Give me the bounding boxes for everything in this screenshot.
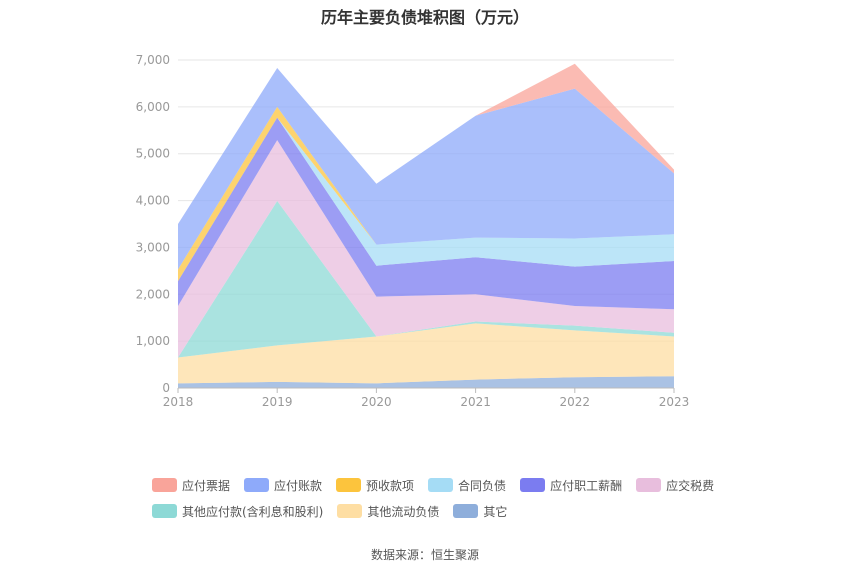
legend-label: 合同负债 [458, 478, 507, 493]
legend-label: 预收款项 [366, 478, 415, 493]
y-tick-label: 1,000 [136, 334, 170, 348]
y-tick-label: 6,000 [136, 100, 170, 114]
y-tick-label: 5,000 [136, 147, 170, 161]
legend-item[interactable]: 合同负债 [428, 477, 506, 494]
legend-swatch [453, 504, 479, 518]
legend-label: 应交税费 [666, 478, 715, 493]
legend-item[interactable]: 应付账款 [244, 477, 322, 494]
x-tick-label: 2022 [560, 395, 591, 409]
legend-label: 应付票据 [182, 478, 231, 493]
legend-row: 应付票据 应付账款 预收款项 合同负债 应付职工薪酬 应交税费 [152, 472, 752, 498]
y-tick-label: 7,000 [136, 53, 170, 67]
legend-swatch [336, 478, 362, 492]
legend-item[interactable]: 应付票据 [152, 477, 230, 494]
legend-swatch [244, 478, 270, 492]
legend-row: 其他应付款(含利息和股利) 其他流动负债 其它 [152, 498, 752, 524]
area-series-其它[interactable] [178, 376, 674, 388]
area-series-应交税费[interactable] [178, 140, 674, 358]
legend-item[interactable]: 应付职工薪酬 [520, 477, 622, 494]
legend-swatch [337, 504, 363, 518]
stacked-area-chart: 0 1,000 2,000 3,000 4,000 5,000 6,000 7,000 2018… [136, 53, 690, 409]
legend-label: 应付账款 [274, 478, 323, 493]
y-tick-label: 4,000 [136, 194, 170, 208]
legend-label: 其它 [483, 504, 508, 519]
chart-title: 历年主要负债堆积图（万元） [320, 8, 529, 27]
x-tick-label: 2023 [659, 395, 690, 409]
legend-swatch [152, 504, 177, 518]
data-source-note: 数据来源：恒生聚源 [370, 548, 479, 562]
y-tick-label: 2,000 [136, 287, 170, 301]
legend-item[interactable]: 其它 [453, 503, 507, 520]
y-tick-label: 0 [162, 381, 170, 395]
legend-label: 应付职工薪酬 [550, 478, 623, 493]
x-tick-label: 2018 [163, 395, 194, 409]
area-series-合同负债[interactable] [178, 117, 674, 282]
axes: 0 1,000 2,000 3,000 4,000 5,000 6,000 7,000 2018… [136, 53, 690, 409]
legend-swatch [520, 478, 546, 492]
area-series-应付职工薪酬[interactable] [178, 117, 674, 310]
legend-item[interactable]: 应交税费 [636, 477, 714, 494]
legend-item[interactable]: 预收款项 [336, 477, 414, 494]
x-tick-label: 2019 [262, 395, 293, 409]
area-series [178, 63, 674, 388]
legend-item[interactable]: 其他应付款(含利息和股利) [152, 503, 323, 520]
y-tick-label: 3,000 [136, 240, 170, 254]
area-series-其他流动负债[interactable] [178, 323, 674, 384]
area-series-应付账款[interactable] [178, 67, 674, 270]
x-tick-label: 2021 [460, 395, 491, 409]
legend-item[interactable]: 其他流动负债 [337, 503, 439, 520]
legend-label: 其他应付款(含利息和股利) [182, 504, 324, 519]
x-tick-label: 2020 [361, 395, 392, 409]
legend-swatch [152, 478, 177, 492]
area-series-其他应付款(含利息和股利)[interactable] [178, 201, 674, 358]
legend-swatch [428, 478, 454, 492]
legend-swatch [636, 478, 662, 492]
legend: 应付票据 应付账款 预收款项 合同负债 应付职工薪酬 应交税费 其他应付款(含利息和股利) 其… [152, 472, 752, 524]
legend-label: 其他流动负债 [367, 504, 440, 519]
